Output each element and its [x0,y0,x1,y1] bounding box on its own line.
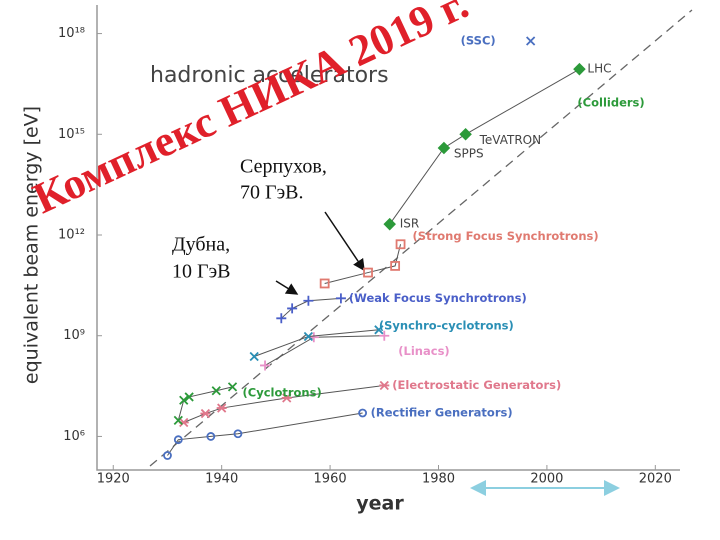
box [235,150,360,212]
legend-label: (SSC) [461,34,496,48]
series-line [324,244,402,284]
series-line [389,68,580,225]
point [227,382,238,392]
x-tick-label: 1920 [97,472,130,487]
point [163,451,172,460]
point [281,393,292,403]
series: (Linacs) [260,330,450,371]
point [526,36,536,46]
point [437,141,451,155]
point [383,217,396,231]
series: (Strong Focus Synchrotrons) [319,229,599,289]
point [179,395,189,405]
chart-title: hadronic accelerators [150,63,389,88]
y-tick-label: 10¹⁸ [58,26,85,41]
series: (Electrostatic Generators) [178,378,561,428]
legend-label: (Linacs) [398,344,449,358]
series: (Rectifier Generators) [163,405,513,460]
x-tick-label: 1980 [422,472,455,487]
point [249,351,259,362]
y-tick-label: 10⁹ [63,328,85,343]
dubna-box: Дубна, 10 ГэВ [165,228,270,292]
series-line [280,297,341,319]
x-tick-label: 1940 [205,472,238,487]
series: (Synchro-cyclotrons) [249,318,514,362]
point [233,429,243,439]
legend-label: (Electrostatic Generators) [392,378,561,392]
point [358,408,368,418]
point-label: TeVATRON [479,133,541,147]
arrow [324,211,365,272]
point [184,392,194,402]
point [200,408,211,419]
point [173,435,183,445]
point [319,278,330,289]
point [206,432,216,441]
annotation: 10 ГэВ [172,261,231,283]
box [165,228,270,292]
point-label: LHC [587,62,611,76]
point [173,415,183,426]
y-axis-label: equivalent beam energy [eV] [21,106,43,384]
point [308,332,319,343]
series-line [167,412,363,456]
annotation: Серпухов, [240,156,327,178]
point [260,360,271,371]
legend-label: (Weak Focus Synchrotrons) [349,291,527,305]
point [287,303,298,314]
legend-label: (Rectifier Generators) [371,405,513,419]
series: (Cyclotrons) [173,382,322,426]
point-label: SPPS [454,147,484,161]
point [573,62,586,76]
point [379,380,390,391]
point [276,313,287,324]
y-tick-label: 10¹⁵ [58,127,85,142]
serpukhov-box: Серпухов, 70 ГэВ. [235,150,360,212]
x-axis-label: year [356,493,404,515]
point [335,293,346,304]
point [459,128,472,141]
legend-label: (Synchro-cyclotrons) [379,318,514,332]
point [303,331,314,342]
x-tick-label: 2000 [530,472,563,487]
point [395,239,406,250]
x-tick-label: 2020 [639,472,672,487]
axis-frame [96,5,680,471]
x-tick-label: 1960 [314,472,347,487]
legend-label: (Strong Focus Synchrotrons) [413,229,599,243]
point [363,267,373,278]
point [216,403,227,413]
annotation: Дубна, [172,234,230,256]
point [379,330,390,341]
point [303,295,314,306]
legend-label: (Cyclotrons) [243,385,322,399]
point-label: ISR [400,217,420,231]
point [211,386,221,396]
trend-line [149,9,693,467]
arrow [275,280,299,295]
series: (SSC) [461,34,536,48]
point [390,261,401,271]
point [374,325,384,335]
y-tick-label: 10¹² [58,228,85,243]
legend-label: (Colliders) [577,96,644,110]
annotation: 70 ГэВ. [240,182,304,204]
y-tick-label: 10⁶ [63,429,85,444]
series: (Weak Focus Synchrotrons) [276,291,527,324]
